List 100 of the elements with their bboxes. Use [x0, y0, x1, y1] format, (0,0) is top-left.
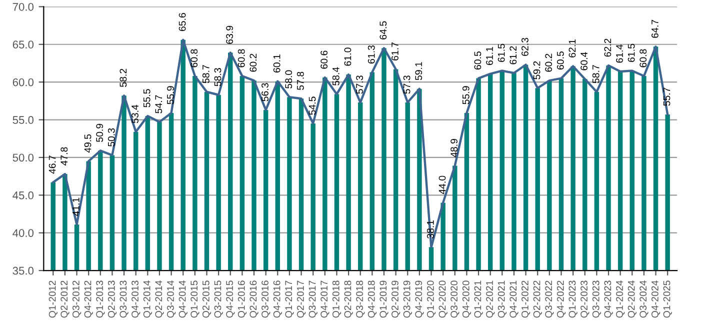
x-tick-label: Q3-2019 — [403, 280, 412, 318]
data-label: 61.1 — [486, 46, 493, 65]
data-label: 60.5 — [474, 51, 482, 70]
data-label: 54.5 — [308, 96, 316, 115]
x-tick-label: Q1-2024 — [616, 280, 625, 318]
x-tick-label: Q1-2022 — [522, 280, 530, 318]
x-tick-label: Q1-2020 — [426, 280, 436, 318]
y-tick-label: 60.0 — [12, 78, 34, 86]
x-tick-label: Q4-2012 — [84, 280, 93, 318]
data-label: 50.3 — [108, 128, 115, 146]
data-label: 41.1 — [72, 198, 80, 216]
data-label: 49.5 — [84, 134, 92, 153]
x-tick-label: Q2-2017 — [297, 280, 306, 318]
data-label: 57.3 — [403, 76, 410, 94]
x-tick-label: Q4-2018 — [368, 280, 377, 318]
data-label: 65.6 — [178, 13, 186, 32]
data-label: 61.4 — [616, 44, 623, 63]
data-label: 44.0 — [438, 176, 446, 194]
y-tick-label: 70.0 — [12, 2, 34, 11]
data-label: 60.2 — [545, 54, 552, 72]
data-label: 58.0 — [285, 70, 292, 88]
data-label: 60.8 — [640, 49, 647, 68]
x-tick-label: Q3-2022 — [545, 280, 554, 318]
x-tick-label: Q2-2014 — [155, 280, 164, 318]
x-tick-label: Q1-2017 — [285, 280, 294, 318]
x-tick-label: Q2-2024 — [628, 280, 636, 318]
x-tick-label: Q3-2021 — [498, 280, 507, 318]
x-tick-label: Q3-2023 — [592, 280, 602, 318]
data-label: 47.8 — [60, 147, 68, 166]
x-tick-label: Q2-2012 — [60, 280, 70, 318]
data-label: 59.2 — [533, 61, 540, 80]
x-tick-label: Q2-2013 — [108, 280, 117, 318]
data-label: 62.1 — [568, 39, 576, 58]
y-tick-label: 50.0 — [12, 154, 34, 162]
x-tick-label: Q3-2015 — [214, 280, 223, 318]
data-label: 61.2 — [510, 46, 517, 64]
x-tick-label: Q2-2022 — [533, 280, 542, 318]
x-tick-label: Q4-2021 — [510, 280, 518, 318]
data-label: 64.5 — [380, 21, 387, 40]
x-tick-label: Q1-2018 — [332, 280, 342, 318]
x-tick-label: Q1-2025 — [663, 280, 672, 318]
data-label: 58.2 — [120, 68, 127, 87]
data-label: 62.2 — [604, 38, 612, 57]
x-tick-label: Q4-2024 — [651, 280, 660, 318]
x-tick-label: Q3-2024 — [640, 280, 648, 318]
data-label: 58.7 — [592, 65, 600, 84]
x-tick-label: Q3-2013 — [120, 280, 128, 318]
data-label: 61.5 — [498, 44, 505, 62]
x-tick-label: Q1-2021 — [474, 280, 483, 318]
data-label: 63.9 — [226, 26, 233, 44]
data-label: 50.9 — [96, 124, 104, 142]
data-label: 61.5 — [628, 44, 635, 62]
x-tick-label: Q4-2022 — [556, 280, 566, 318]
x-tick-label: Q4-2015 — [226, 280, 235, 318]
data-label: 62.3 — [522, 38, 528, 56]
x-tick-label: Q3-2016 — [262, 280, 270, 318]
x-tick-label: Q3-2017 — [308, 280, 318, 318]
x-tick-label: Q1-2014 — [143, 280, 152, 318]
x-tick-label: Q1-2012 — [48, 280, 58, 318]
y-tick-label: 40.0 — [12, 229, 34, 237]
data-label: 55.5 — [143, 89, 150, 108]
x-tick-label: Q1-2013 — [96, 280, 105, 318]
y-tick-label: 65.0 — [12, 40, 34, 49]
data-label: 57.3 — [356, 76, 363, 94]
data-label: 61.3 — [368, 45, 375, 64]
data-label: 55.9 — [462, 86, 470, 104]
x-tick-label: Q3-2018 — [356, 280, 365, 318]
data-label: 53.4 — [132, 104, 138, 124]
data-label: 60.8 — [190, 49, 198, 68]
data-label: 60.2 — [250, 54, 257, 72]
x-tick-label: Q4-2019 — [415, 280, 424, 318]
data-label: 64.7 — [651, 20, 658, 38]
data-label: 61.0 — [344, 48, 352, 66]
data-label: 58.7 — [202, 65, 210, 84]
data-label: 58.4 — [332, 67, 340, 86]
x-tick-label: Q3-2014 — [167, 280, 176, 318]
data-label: 60.8 — [238, 49, 245, 68]
x-tick-label: Q4-2017 — [320, 280, 330, 318]
data-label: 60.5 — [556, 51, 564, 70]
data-label: 60.4 — [580, 52, 588, 70]
x-tick-label: Q1-2023 — [568, 280, 578, 318]
x-tick-label: Q1-2019 — [380, 280, 388, 318]
data-label: 54.7 — [155, 95, 162, 114]
x-tick-label: Q2-2019 — [392, 280, 400, 318]
x-tick-label: Q4-2023 — [604, 280, 613, 318]
x-tick-label: Q4-2014 — [178, 280, 188, 318]
x-tick-label: Q2-2016 — [250, 280, 258, 318]
y-tick-label: 55.0 — [12, 116, 34, 124]
data-label: 38.1 — [426, 220, 434, 238]
data-label: 48.9 — [450, 138, 458, 158]
data-label: 59.1 — [415, 62, 422, 80]
x-tick-label: Q2-2020 — [438, 280, 448, 318]
data-label: 60.1 — [273, 54, 280, 72]
data-label: 60.6 — [320, 50, 328, 69]
y-tick-label: 45.0 — [12, 191, 34, 200]
x-tick-label: Q2-2018 — [344, 280, 353, 318]
x-tick-label: Q2-2021 — [486, 280, 495, 318]
x-tick-label: Q4-2016 — [273, 280, 282, 318]
y-tick-label: 35.0 — [12, 266, 34, 275]
x-tick-label: Q4-2013 — [132, 280, 140, 318]
